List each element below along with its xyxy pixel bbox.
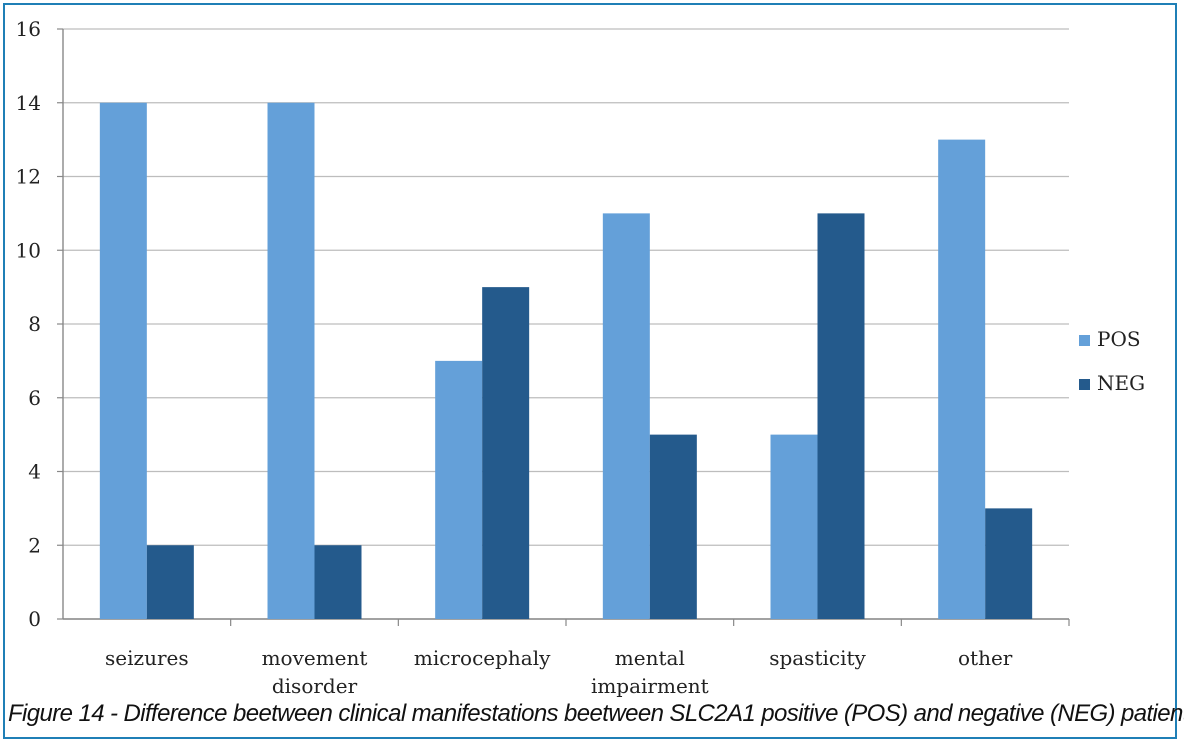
x-category-label: impairment [591, 674, 709, 698]
legend-swatch-neg [1079, 379, 1090, 390]
x-category-label: seizures [105, 646, 189, 670]
y-tick-label: 0 [28, 607, 41, 631]
bar-pos [602, 213, 650, 619]
legend-label-pos: POS [1097, 327, 1141, 351]
x-category-label: microcephaly [414, 646, 551, 670]
x-category-label: mental [615, 646, 685, 670]
bar-pos [435, 360, 483, 619]
y-tick-label: 12 [16, 165, 41, 189]
bar-pos [770, 434, 818, 619]
x-category-label: movement [262, 646, 368, 670]
bar-pos [99, 102, 147, 619]
y-tick-label: 6 [28, 386, 41, 410]
y-tick-label: 16 [16, 17, 41, 41]
legend-swatch-pos [1079, 335, 1090, 346]
bar-neg [985, 508, 1033, 619]
x-category-label: disorder [272, 674, 358, 698]
y-tick-label: 14 [16, 91, 41, 115]
bar-chart: 0 2 4 6 8 10 12 14 16 seizures movement disorder mic… [16, 17, 1146, 698]
y-tick-label: 4 [28, 460, 41, 484]
figure-caption: Figure 14 - Difference beetween clinical… [8, 700, 1184, 727]
x-category-label: spasticity [769, 646, 866, 670]
x-category-label: other [958, 646, 1013, 670]
y-tick-label: 2 [28, 533, 41, 557]
bar-pos [938, 139, 986, 619]
bar-neg [817, 213, 865, 619]
bar-neg [314, 545, 362, 619]
y-tick-label: 10 [16, 238, 41, 262]
bar-neg [146, 545, 194, 619]
legend-label-neg: NEG [1097, 371, 1145, 395]
bar-neg [482, 287, 530, 619]
bar-pos [267, 102, 315, 619]
bar-neg [649, 434, 697, 619]
y-tick-label: 8 [28, 312, 41, 336]
